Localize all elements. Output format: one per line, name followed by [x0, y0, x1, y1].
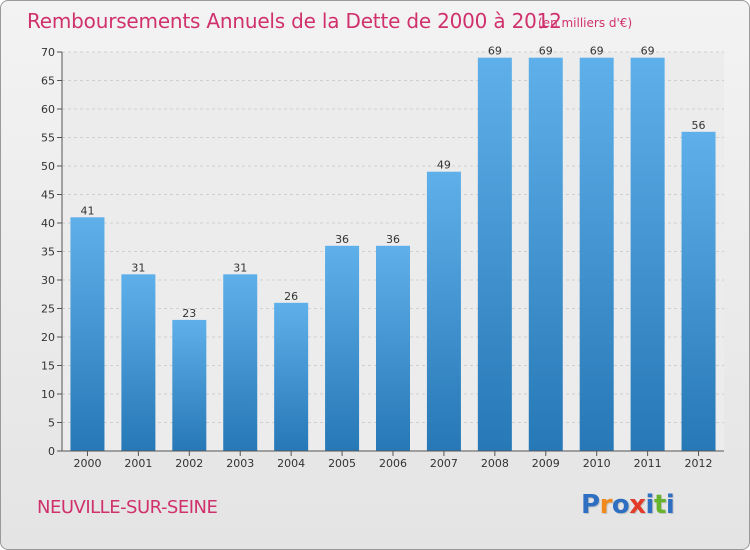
bar [630, 57, 665, 451]
data-label: 56 [692, 119, 706, 132]
y-tick-label: 70 [41, 46, 55, 59]
bar [376, 245, 410, 451]
y-tick-label: 15 [41, 360, 55, 373]
y-tick-label: 45 [41, 189, 55, 202]
logo-letter: x [629, 490, 646, 520]
data-label: 69 [641, 45, 655, 58]
x-tick-label: 2012 [685, 457, 713, 470]
y-tick-label: 0 [48, 445, 55, 458]
x-tick-label: 2002 [175, 457, 203, 470]
x-tick-label: 2006 [379, 457, 407, 470]
bar [528, 57, 563, 451]
data-label: 69 [539, 45, 553, 58]
data-label: 31 [233, 261, 247, 274]
y-tick-label: 5 [48, 417, 55, 430]
bar [274, 302, 309, 451]
bar [223, 274, 258, 451]
bar [325, 245, 360, 451]
logo-letter: t [653, 490, 666, 520]
y-tick-label: 60 [41, 103, 55, 116]
data-label: 41 [80, 204, 94, 217]
y-tick-label: 55 [41, 132, 55, 145]
y-tick-label: 65 [41, 75, 55, 88]
data-label: 69 [488, 45, 502, 58]
x-tick-label: 2007 [430, 457, 458, 470]
data-label: 26 [284, 290, 298, 303]
bar [426, 171, 461, 451]
x-tick-label: 2009 [532, 457, 560, 470]
bar [477, 57, 512, 451]
bar [579, 57, 614, 451]
data-label: 31 [131, 261, 145, 274]
x-tick-label: 2004 [277, 457, 305, 470]
x-tick-label: 2010 [583, 457, 611, 470]
chart-title: Remboursements Annuels de la Dette de 20… [27, 9, 562, 33]
bar-chart: 41 31 23 31 26 36 36 49 69 69 69 69 56 0 5 10 15 20 25 30 3… [41, 45, 724, 470]
logo-letter: r [599, 490, 613, 520]
bar [681, 131, 716, 452]
logo-letter: P [581, 490, 600, 520]
y-tick-label: 30 [41, 274, 55, 287]
x-tick-label: 2011 [634, 457, 662, 470]
y-tick-label: 35 [41, 246, 55, 259]
data-label: 23 [182, 307, 196, 320]
x-tick-label: 2003 [226, 457, 254, 470]
commune-name: NEUVILLE-SUR-SEINE [37, 497, 218, 518]
data-label: 36 [386, 233, 400, 246]
logo-letter: i [645, 490, 655, 520]
x-tick-label: 2000 [73, 457, 101, 470]
bar [172, 319, 207, 451]
x-tick-label: 2005 [328, 457, 356, 470]
bar [121, 274, 156, 451]
y-tick-label: 25 [41, 303, 55, 316]
logo-letter: o [611, 490, 630, 520]
data-label: 69 [590, 45, 604, 58]
logo-letter: i [665, 490, 675, 520]
proxiti-logo: Proxiti [581, 490, 675, 520]
y-tick-label: 20 [41, 331, 55, 344]
y-tick-label: 10 [41, 388, 55, 401]
y-tick-label: 40 [41, 217, 55, 230]
x-tick-label: 2008 [481, 457, 509, 470]
data-label: 49 [437, 159, 451, 172]
bar [70, 217, 105, 451]
data-label: 36 [335, 233, 349, 246]
x-tick-label: 2001 [124, 457, 152, 470]
y-tick-label: 50 [41, 160, 55, 173]
chart-unit: (en milliers d'€) [538, 16, 633, 30]
